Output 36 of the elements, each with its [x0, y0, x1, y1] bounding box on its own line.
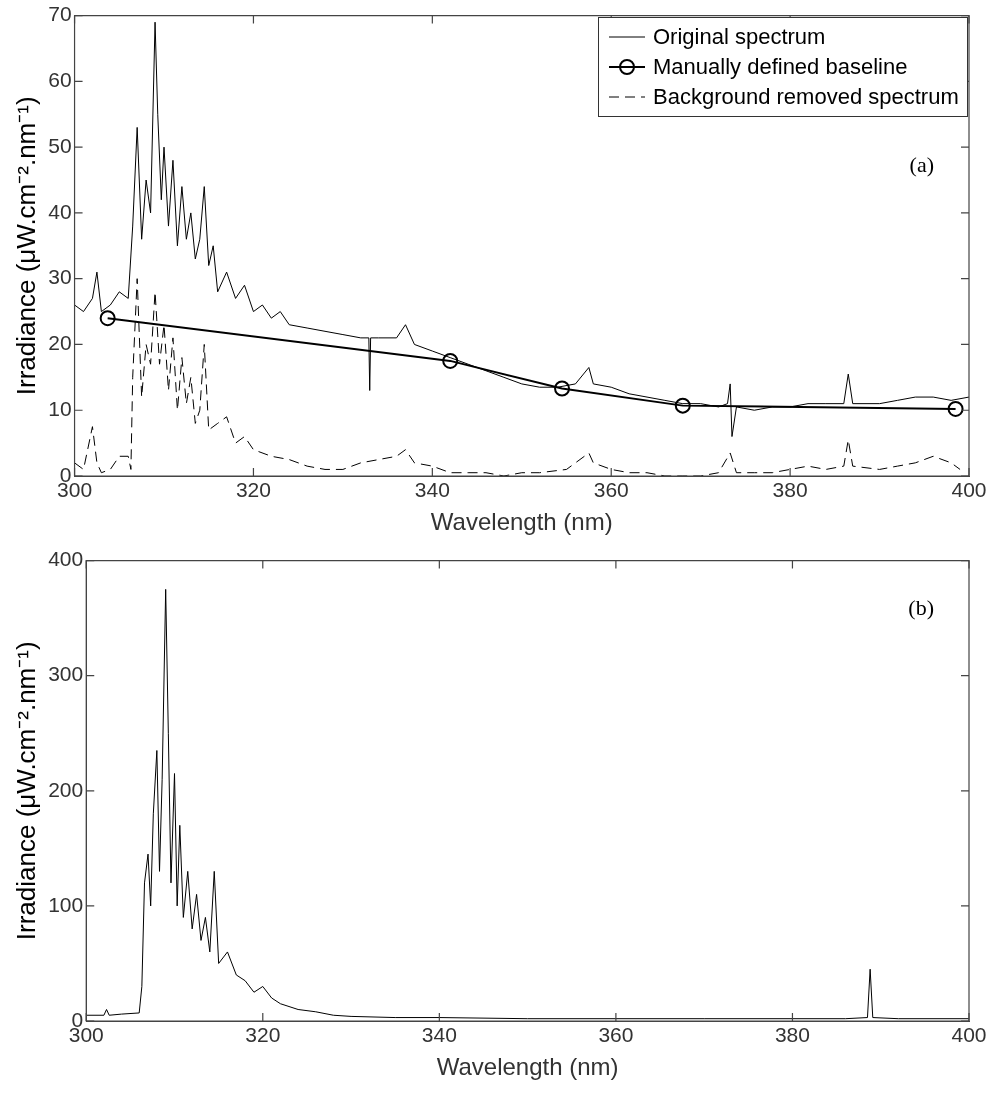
point — [674, 397, 691, 414]
y-tick-label: 50 — [48, 133, 72, 157]
y-tick-label: 20 — [48, 331, 72, 355]
point — [554, 380, 571, 397]
y-axis-title: Irradiance (μW.cm⁻².nm⁻¹) — [10, 96, 41, 396]
x-axis-title: Wavelength (nm) — [436, 1053, 619, 1081]
x-tick-label: 400 — [951, 478, 987, 502]
x-tick-label: 360 — [593, 478, 629, 502]
x-tick-label: 360 — [598, 1023, 634, 1047]
x-tick-label: 400 — [951, 1023, 987, 1047]
x-tick-label: 380 — [774, 1023, 810, 1047]
x-tick-label: 340 — [414, 478, 450, 502]
y-tick-label: 30 — [48, 265, 72, 289]
y-axis-title: Irradiance (μW.cm⁻².nm⁻¹) — [10, 641, 41, 941]
legend-label: Original spectrum — [653, 22, 826, 51]
x-tick-label: 320 — [245, 1023, 281, 1047]
annotation: (a) — [909, 152, 934, 178]
y-tick-label: 10 — [48, 397, 72, 421]
x-tick-label: 340 — [421, 1023, 457, 1047]
y-tick-label: 100 — [48, 892, 84, 916]
y-tick-label: 400 — [48, 547, 84, 571]
point — [947, 400, 964, 417]
x-axis-title: Wavelength (nm) — [430, 508, 613, 536]
y-tick-label: 60 — [48, 68, 72, 92]
point — [99, 310, 116, 327]
annotation: (b) — [908, 595, 934, 621]
line-series — [74, 278, 961, 476]
legend-label: Manually defined baseline — [653, 52, 908, 81]
y-tick-label: 200 — [48, 777, 84, 801]
x-tick-label: 380 — [772, 478, 808, 502]
y-tick-label: 40 — [48, 199, 72, 223]
point — [442, 352, 459, 369]
legend-label: Background removed spectrum — [653, 82, 959, 111]
y-tick-label: 300 — [48, 662, 84, 686]
x-tick-label: 320 — [235, 478, 271, 502]
y-tick-label: 70 — [48, 2, 72, 26]
